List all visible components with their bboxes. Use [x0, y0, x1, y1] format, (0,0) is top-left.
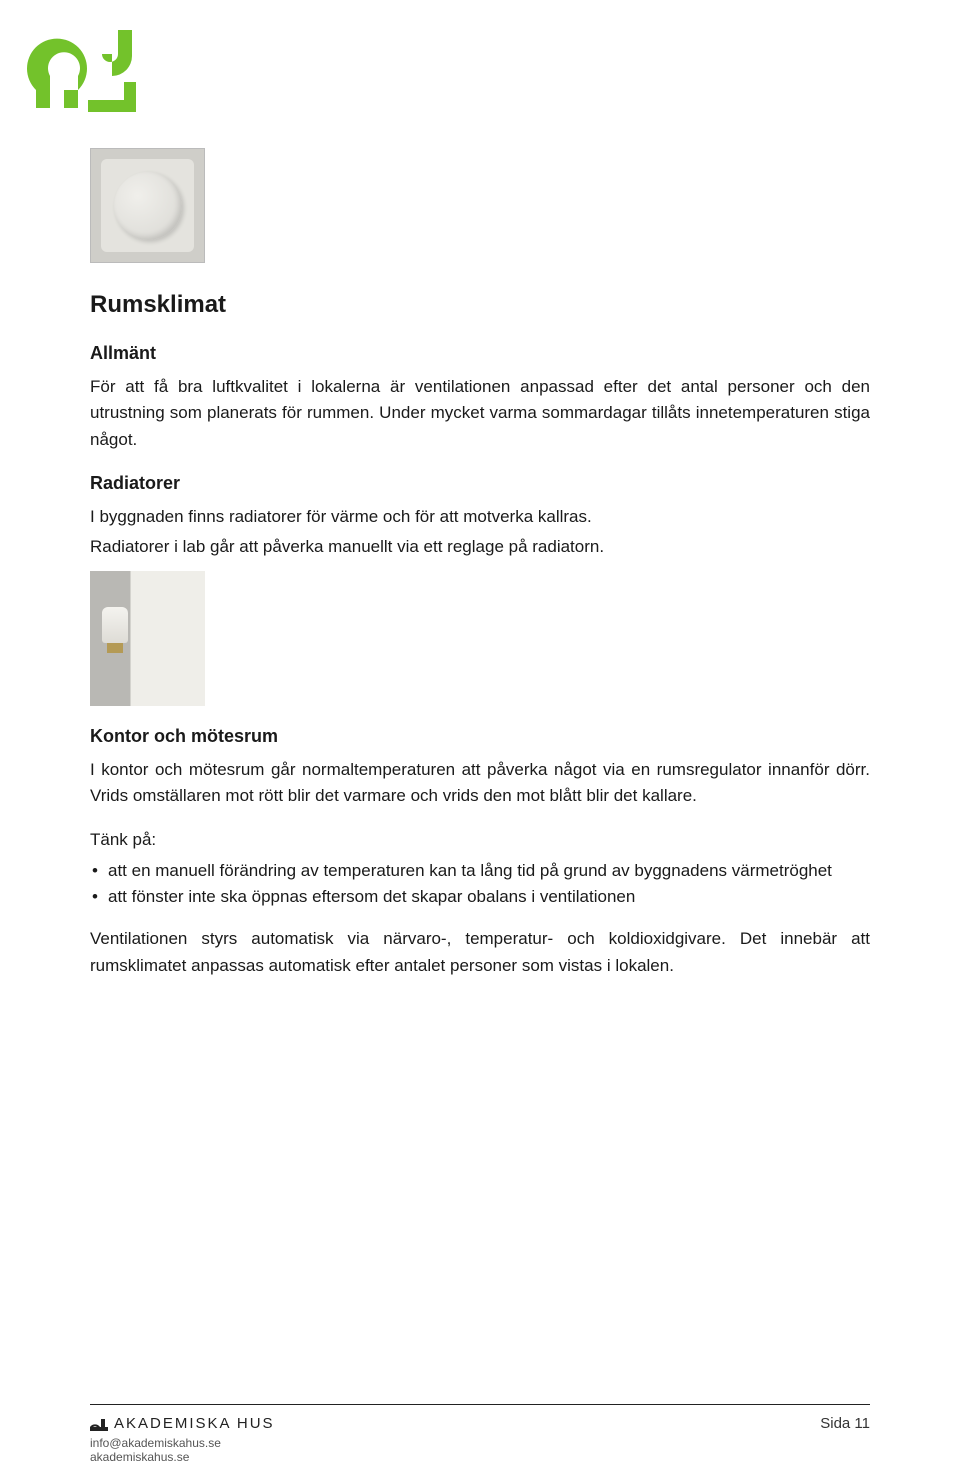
heading-radiatorer: Radiatorer [90, 473, 870, 494]
label-tank-pa: Tänk på: [90, 827, 870, 853]
footer-email: info@akademiskahus.se [90, 1436, 275, 1450]
para-radiatorer-1: I byggnaden finns radiatorer för värme o… [90, 504, 870, 530]
para-ventilation: Ventilationen styrs automatisk via närva… [90, 926, 870, 979]
footer-brand: AKADEMISKA HUS [90, 1415, 275, 1432]
bullet-list-tank-pa: att en manuell förändring av temperature… [90, 858, 870, 911]
para-kontor: I kontor och mötesrum går normaltemperat… [90, 757, 870, 810]
heading-rumsklimat: Rumsklimat [90, 291, 870, 319]
page-footer: AKADEMISKA HUS info@akademiskahus.se aka… [0, 1392, 960, 1482]
heading-allmant: Allmänt [90, 343, 870, 364]
page-number: Sida 11 [820, 1415, 870, 1432]
bullet-item: att en manuell förändring av temperature… [90, 858, 870, 884]
logo-ak [18, 18, 158, 128]
heading-kontor: Kontor och mötesrum [90, 726, 870, 747]
bullet-item: att fönster inte ska öppnas eftersom det… [90, 884, 870, 910]
footer-brand-text: AKADEMISKA HUS [114, 1415, 275, 1432]
para-allmant: För att få bra luftkvalitet i lokalerna … [90, 374, 870, 453]
footer-logo-icon [90, 1417, 108, 1431]
photo-dimmer-switch [90, 148, 205, 263]
photo-radiator-valve [90, 571, 205, 706]
para-radiatorer-2: Radiatorer i lab går att påverka manuell… [90, 534, 870, 560]
footer-web: akademiskahus.se [90, 1450, 275, 1464]
